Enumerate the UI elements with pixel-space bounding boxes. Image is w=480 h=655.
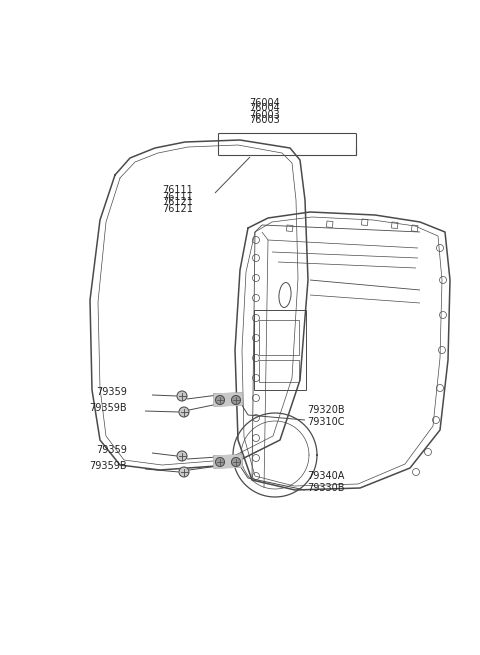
- Bar: [361, 219, 368, 225]
- Text: 79320B
79310C: 79320B 79310C: [307, 405, 345, 427]
- Text: 79359B: 79359B: [89, 403, 127, 413]
- Text: 79340A
79330B: 79340A 79330B: [307, 471, 345, 493]
- Text: 76111
76121: 76111 76121: [162, 192, 193, 214]
- Polygon shape: [214, 455, 242, 468]
- Circle shape: [231, 457, 240, 466]
- Text: 79359B: 79359B: [89, 461, 127, 471]
- Circle shape: [231, 396, 240, 405]
- Text: 79359: 79359: [96, 387, 127, 397]
- Text: 76004
76003: 76004 76003: [250, 98, 280, 120]
- Circle shape: [179, 407, 189, 417]
- Text: 76111
76121: 76111 76121: [162, 185, 193, 208]
- Bar: [411, 225, 418, 231]
- Text: 79359: 79359: [96, 445, 127, 455]
- Circle shape: [177, 451, 187, 461]
- Bar: [326, 221, 333, 227]
- Polygon shape: [214, 393, 242, 406]
- Text: 76004
76003: 76004 76003: [250, 103, 280, 125]
- Circle shape: [216, 396, 225, 405]
- Bar: [287, 225, 293, 231]
- Circle shape: [177, 391, 187, 401]
- Bar: [392, 222, 398, 229]
- Circle shape: [179, 467, 189, 477]
- Circle shape: [216, 457, 225, 466]
